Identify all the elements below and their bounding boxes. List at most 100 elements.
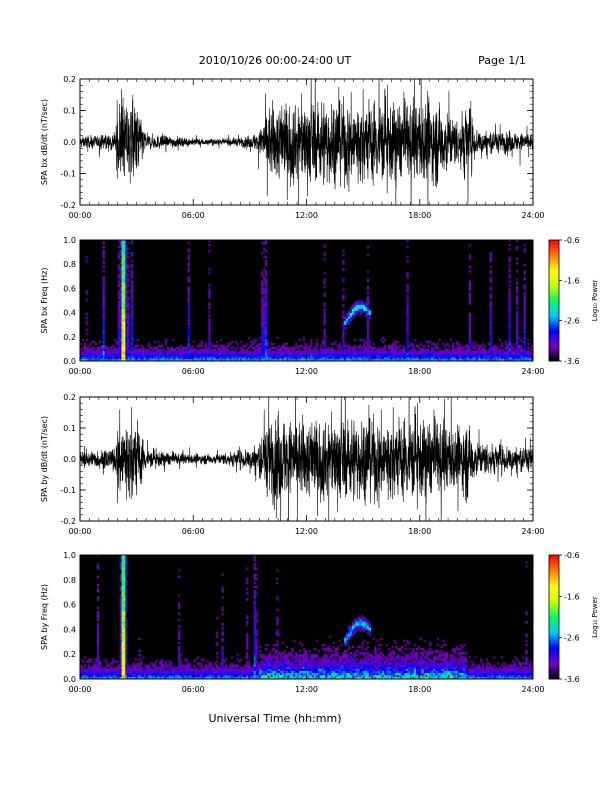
heatmap-cell [253, 664, 256, 667]
heatmap-cell [412, 348, 415, 352]
heatmap-cell [208, 318, 211, 321]
heatmap-cell [198, 348, 202, 352]
heatmap-cell [221, 623, 224, 626]
heatmap-cell [332, 654, 336, 657]
heatmap-cell [191, 352, 194, 356]
heatmap-cell [263, 320, 266, 323]
heatmap-cell [516, 334, 519, 338]
heatmap-cell [100, 674, 103, 678]
heatmap-cell [348, 350, 351, 354]
heatmap-cell [323, 322, 326, 325]
heatmap-cell [372, 350, 375, 354]
heatmap-cell [314, 670, 317, 674]
heatmap-cell [166, 352, 170, 356]
heatmap-cell [329, 664, 332, 667]
heatmap-cell [85, 350, 88, 354]
heatmap-cell [125, 280, 128, 283]
y-axis-label: SPA bx Freq (Hz) [40, 268, 49, 334]
heatmap-cell [280, 348, 283, 352]
heatmap-cell [185, 666, 188, 669]
heatmap-cell [119, 288, 122, 291]
heatmap-cell [342, 356, 345, 360]
heatmap-cell [293, 356, 296, 360]
heatmap-cell [119, 262, 122, 265]
heatmap-cell [342, 348, 345, 352]
heatmap-cell [459, 348, 462, 352]
heatmap-cell [300, 662, 304, 665]
heatmap-cell [117, 256, 120, 259]
heatmap-cell [217, 352, 220, 356]
colorbar-segment [549, 342, 559, 346]
heatmap-cell [123, 300, 126, 303]
heatmap-cell [387, 344, 390, 348]
heatmap-cell [85, 292, 88, 295]
colorbar-segment [549, 328, 559, 332]
heatmap-cell [338, 344, 341, 348]
heatmap-cell [191, 356, 194, 360]
heatmap-cell [340, 348, 343, 352]
heatmap-cell [125, 334, 128, 338]
heatmap-cell [123, 290, 126, 293]
heatmap-cell [138, 662, 141, 665]
heatmap-cell [442, 352, 445, 356]
heatmap-cell [434, 352, 438, 356]
heatmap-cell [102, 266, 105, 269]
heatmap-cell [523, 348, 526, 352]
heatmap-cell [96, 555, 100, 558]
heatmap-cell [257, 672, 260, 676]
heatmap-cell [161, 670, 164, 674]
heatmap-cell [95, 664, 98, 667]
heatmap-cell [121, 294, 124, 297]
heatmap-cell [285, 654, 288, 657]
heatmap-cell [180, 352, 183, 356]
heatmap-cell [457, 354, 460, 358]
heatmap-cell [219, 344, 222, 348]
heatmap-cell [123, 604, 126, 607]
heatmap-cell [208, 350, 211, 354]
heatmap-cell [102, 252, 105, 255]
heatmap-cell [123, 602, 126, 605]
heatmap-cell [208, 292, 211, 295]
heatmap-cell [346, 654, 349, 657]
heatmap-cell [95, 348, 98, 352]
heatmap-cell [280, 356, 283, 360]
heatmap-cell [163, 348, 166, 352]
heatmap-cell [514, 352, 517, 356]
heatmap-cell [317, 666, 321, 669]
heatmap-cell [96, 631, 100, 634]
heatmap-cell [344, 666, 347, 669]
heatmap-cell [293, 674, 296, 678]
heatmap-cell [240, 356, 243, 360]
heatmap-cell [96, 660, 100, 663]
heatmap-cell [214, 356, 217, 360]
heatmap-cell [117, 314, 120, 317]
colorbar-segment [549, 278, 559, 281]
heatmap-cell [448, 350, 451, 354]
heatmap-cell [315, 668, 319, 672]
heatmap-cell [127, 668, 130, 672]
heatmap-cell [100, 676, 103, 680]
heatmap-cell [208, 340, 211, 344]
heatmap-cell [125, 654, 128, 657]
heatmap-cell [117, 358, 120, 362]
heatmap-cell [119, 250, 122, 253]
heatmap-cell [81, 350, 85, 354]
heatmap-cell [365, 312, 368, 315]
heatmap-cell [229, 342, 232, 346]
heatmap-cell [125, 310, 128, 313]
heatmap-cell [264, 350, 268, 354]
heatmap-cell [274, 354, 277, 358]
heatmap-cell [278, 652, 281, 655]
heatmap-cell [366, 336, 370, 340]
heatmap-cell [251, 356, 254, 360]
heatmap-cell [153, 664, 156, 667]
heatmap-cell [117, 340, 120, 344]
heatmap-cell [398, 352, 402, 356]
heatmap-cell [300, 358, 304, 362]
heatmap-cell [406, 316, 409, 319]
heatmap-cell [123, 658, 126, 661]
heatmap-cell [96, 648, 100, 651]
heatmap-cell [210, 350, 213, 354]
heatmap-cell [212, 350, 215, 354]
heatmap-cell [412, 354, 415, 358]
